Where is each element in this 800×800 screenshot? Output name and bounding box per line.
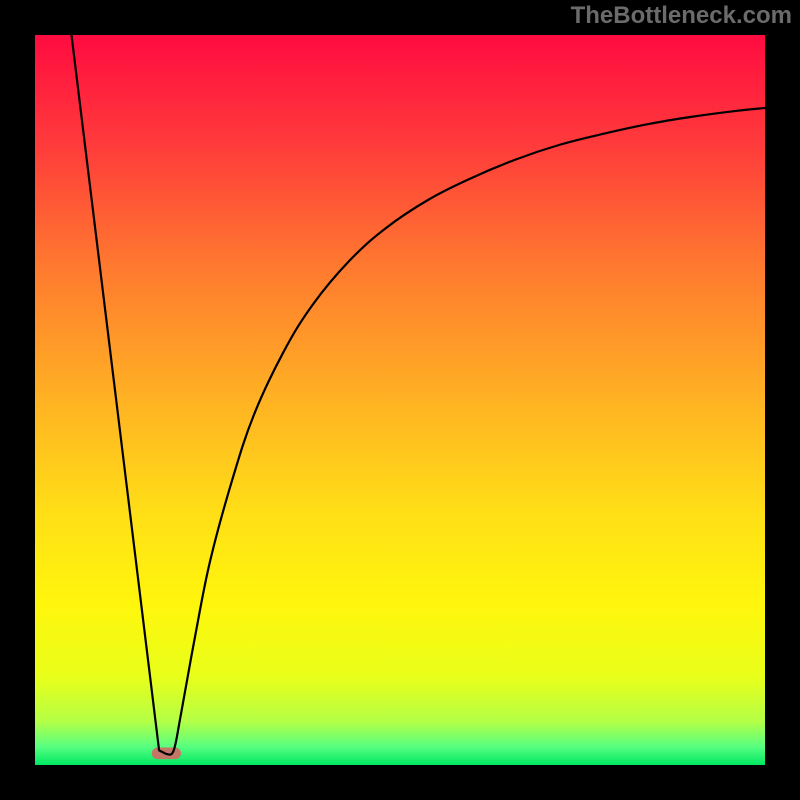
watermark-text: TheBottleneck.com [571,2,792,30]
bottleneck-chart [0,0,800,800]
chart-container: TheBottleneck.com [0,0,800,800]
